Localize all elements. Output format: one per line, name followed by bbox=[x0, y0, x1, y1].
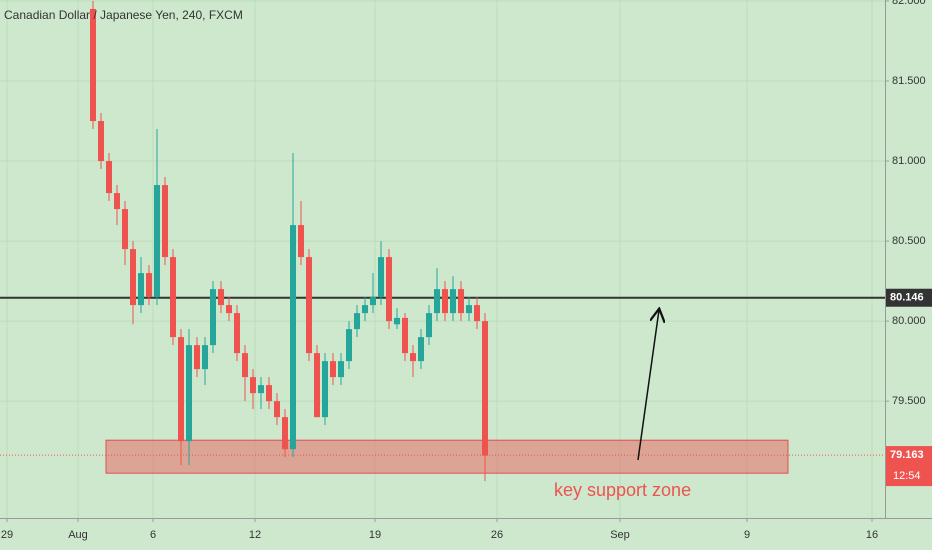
candle-body bbox=[426, 313, 432, 338]
x-tick-label: 9 bbox=[744, 529, 750, 541]
candle-body bbox=[330, 361, 336, 378]
candle-body bbox=[90, 8, 96, 122]
candle-body bbox=[346, 329, 352, 362]
x-tick-label: 12 bbox=[249, 529, 261, 541]
candle-body bbox=[338, 361, 344, 378]
candle-body bbox=[106, 161, 112, 194]
candle-body bbox=[98, 121, 104, 162]
x-tick-label: 6 bbox=[150, 529, 156, 541]
candle-body bbox=[322, 361, 328, 418]
candle-body bbox=[178, 337, 184, 442]
x-tick-label: Sep bbox=[610, 529, 630, 541]
countdown-label: 12:54 bbox=[893, 470, 921, 482]
plot-area bbox=[0, 0, 885, 518]
candle-body bbox=[210, 289, 216, 346]
candle-body bbox=[458, 289, 464, 314]
last-price-bg bbox=[886, 446, 932, 487]
candle-body bbox=[290, 225, 296, 450]
candle-body bbox=[114, 193, 120, 210]
candle-body bbox=[130, 249, 136, 306]
level-label: 80.146 bbox=[890, 292, 924, 304]
x-tick-label: 29 bbox=[1, 529, 13, 541]
candle-body bbox=[250, 377, 256, 394]
y-tick-label: 82.000 bbox=[892, 0, 926, 7]
candle-body bbox=[450, 289, 456, 314]
last-price-label: 79.163 bbox=[890, 449, 924, 461]
candle-body bbox=[242, 353, 248, 378]
candle-body bbox=[306, 257, 312, 354]
support-zone bbox=[105, 439, 789, 474]
candle-body bbox=[298, 225, 304, 258]
y-tick-label: 81.500 bbox=[892, 75, 926, 87]
candle-body bbox=[274, 401, 280, 418]
candle-body bbox=[122, 209, 128, 250]
candle-body bbox=[234, 313, 240, 354]
candle-body bbox=[154, 185, 160, 298]
candle-body bbox=[354, 313, 360, 330]
candle-body bbox=[482, 321, 488, 456]
candle-body bbox=[146, 273, 152, 298]
candle-body bbox=[474, 305, 480, 322]
y-tick-label: 79.500 bbox=[892, 395, 926, 407]
candle-body bbox=[194, 345, 200, 370]
candle-body bbox=[202, 345, 208, 370]
candle-body bbox=[162, 185, 168, 258]
candle-body bbox=[418, 337, 424, 362]
candle-body bbox=[186, 345, 192, 442]
candle-body bbox=[138, 273, 144, 306]
candle-body bbox=[370, 297, 376, 306]
candle-body bbox=[282, 417, 288, 450]
x-tick-label: 16 bbox=[866, 529, 878, 541]
candle-body bbox=[410, 353, 416, 362]
x-tick-label: Aug bbox=[68, 529, 88, 541]
candle-body bbox=[258, 385, 264, 394]
candle-body bbox=[218, 289, 224, 306]
candle-body bbox=[442, 289, 448, 314]
candle-body bbox=[266, 385, 272, 402]
zone-label: key support zone bbox=[554, 480, 691, 500]
arrow bbox=[637, 310, 659, 461]
candle-body bbox=[466, 305, 472, 314]
y-tick-label: 81.000 bbox=[892, 155, 926, 167]
x-tick-label: 26 bbox=[491, 529, 503, 541]
candle-body bbox=[434, 289, 440, 314]
chart-title: Canadian Dollar / Japanese Yen, 240, FXC… bbox=[4, 8, 243, 22]
candle-body bbox=[314, 353, 320, 418]
candle-body bbox=[402, 317, 408, 354]
y-tick-label: 80.500 bbox=[892, 235, 926, 247]
candle-body bbox=[170, 257, 176, 338]
candle-body bbox=[386, 257, 392, 322]
level-label-bg bbox=[886, 288, 932, 307]
candle-body bbox=[394, 317, 400, 325]
candle-body bbox=[226, 305, 232, 314]
candle-body bbox=[362, 305, 368, 314]
x-tick-label: 19 bbox=[369, 529, 381, 541]
y-tick-label: 80.000 bbox=[892, 315, 926, 327]
candle-body bbox=[378, 257, 384, 298]
